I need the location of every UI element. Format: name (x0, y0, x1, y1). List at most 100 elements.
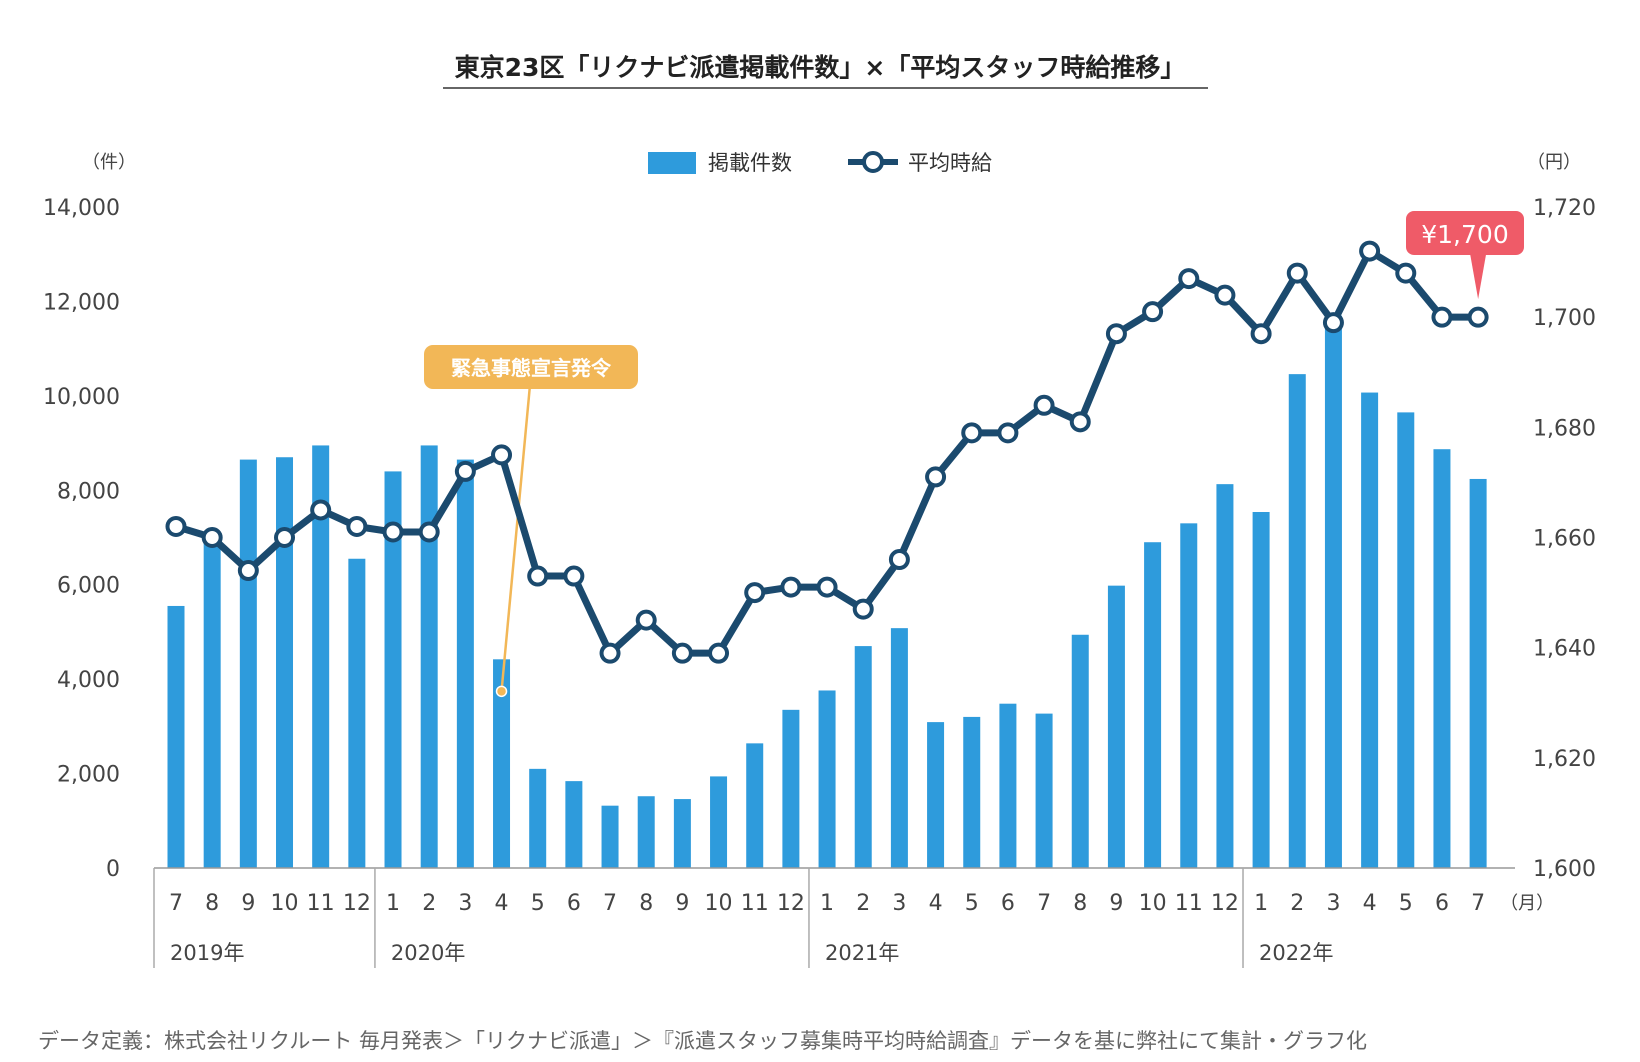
bar (239, 459, 257, 868)
line-point (852, 598, 874, 620)
legend-line-label: 平均時給 (908, 151, 992, 175)
bar (167, 605, 185, 868)
line-point (237, 560, 259, 582)
line-point (888, 549, 910, 571)
line-point (1467, 306, 1489, 328)
bar (1469, 478, 1487, 868)
month-tick-label: 7 (603, 891, 617, 916)
bar (1216, 484, 1234, 868)
month-tick-label: 9 (1109, 891, 1123, 916)
line-point (708, 642, 730, 664)
bar (1288, 374, 1306, 868)
bar (854, 646, 872, 868)
price-callout-text: ¥1,700 (1421, 220, 1508, 249)
bar (348, 558, 366, 868)
month-tick-label: 11 (741, 891, 769, 916)
annotation-callout-text: 緊急事態宣言発令 (451, 356, 612, 380)
year-label: 2019年 (170, 941, 244, 965)
line-point (310, 499, 332, 521)
left-tick-label: 2,000 (57, 763, 120, 788)
right-tick-label: 1,660 (1533, 527, 1596, 552)
line-point (1105, 323, 1127, 345)
legend-bar-swatch (648, 152, 696, 174)
bar (1144, 542, 1162, 868)
bar (746, 743, 764, 868)
month-tick-label: 9 (241, 891, 255, 916)
bar (818, 690, 836, 868)
bar (493, 659, 511, 868)
line-series (165, 240, 1489, 664)
axes: 0 2,000 4,000 6,000 8,000 10,000 12,000 14,000 1… (43, 196, 1596, 882)
line-point (961, 422, 983, 444)
month-tick-label: 6 (567, 891, 581, 916)
line-point (1359, 240, 1381, 262)
bar (710, 776, 728, 868)
line-point (563, 565, 585, 587)
month-tick-label: 8 (639, 891, 653, 916)
right-tick-label: 1,700 (1533, 306, 1596, 331)
bar (1361, 392, 1379, 868)
annotation-layer (495, 384, 532, 698)
bar (203, 535, 221, 868)
month-tick-label: 4 (495, 891, 509, 916)
line-point (274, 527, 296, 548)
month-tick-label: 6 (1001, 891, 1015, 916)
line-point (1033, 394, 1055, 416)
month-tick-label: 8 (1073, 891, 1087, 916)
bar (1035, 713, 1053, 868)
right-tick-label: 1,620 (1533, 747, 1596, 772)
line-point (1250, 323, 1272, 345)
month-tick-label: 3 (892, 891, 906, 916)
month-tick-label: 1 (386, 891, 400, 916)
x-axis: 7 8 9 10 11 12 1 2 3 4 5 6 7 8 9 10 11 12 1 2 3 4 5 6 7 8 9 10 11 12 1… (153, 867, 1554, 968)
month-tick-label: 1 (820, 891, 834, 916)
month-tick-label: 8 (205, 891, 219, 916)
bar (1071, 634, 1089, 868)
month-tick-label: 10 (271, 891, 299, 916)
month-tick-label: 12 (343, 891, 371, 916)
line-point (418, 521, 440, 543)
right-axis-unit: （円） (1527, 152, 1581, 173)
month-tick-label: 7 (1037, 891, 1051, 916)
line-point (816, 576, 838, 598)
annotation-leader-dot (495, 685, 508, 698)
right-tick-label: 1,680 (1533, 416, 1596, 441)
line-point (491, 444, 513, 466)
line-point (997, 422, 1019, 444)
right-tick-label: 1,600 (1533, 857, 1596, 882)
line-point (1286, 262, 1308, 284)
line-point (1431, 306, 1453, 328)
annotation-callout-box (424, 345, 638, 389)
month-tick-label: 7 (1471, 891, 1485, 916)
bar (1107, 585, 1125, 868)
legend-bar-label: 掲載件数 (708, 151, 792, 175)
bar (999, 703, 1017, 868)
left-axis-unit: （件） (82, 152, 136, 173)
month-tick-label: 2 (1290, 891, 1304, 916)
left-tick-label: 12,000 (43, 290, 120, 315)
bar (1252, 512, 1270, 868)
price-callout-pointer (1470, 254, 1487, 300)
month-tick-label: 2 (856, 891, 870, 916)
month-unit: （月） (1500, 893, 1554, 914)
month-tick-label: 11 (1175, 891, 1203, 916)
bar (673, 799, 691, 868)
line-point (925, 466, 947, 488)
year-label: 2020年 (391, 941, 465, 965)
year-label: 2022年 (1259, 941, 1333, 965)
month-tick-label: 4 (1363, 891, 1377, 916)
left-tick-label: 6,000 (57, 574, 120, 599)
legend: 掲載件数 平均時給 (648, 151, 992, 175)
month-tick-label: 1 (1254, 891, 1268, 916)
bar (384, 471, 402, 868)
bar (1433, 449, 1451, 868)
bar (456, 459, 474, 868)
month-tick-label: 5 (965, 891, 979, 916)
bars (167, 315, 1487, 868)
line-point (346, 515, 368, 537)
line-point (744, 582, 766, 604)
line-point (1214, 284, 1236, 306)
month-tick-label: 3 (458, 891, 472, 916)
line-point (1395, 262, 1417, 284)
